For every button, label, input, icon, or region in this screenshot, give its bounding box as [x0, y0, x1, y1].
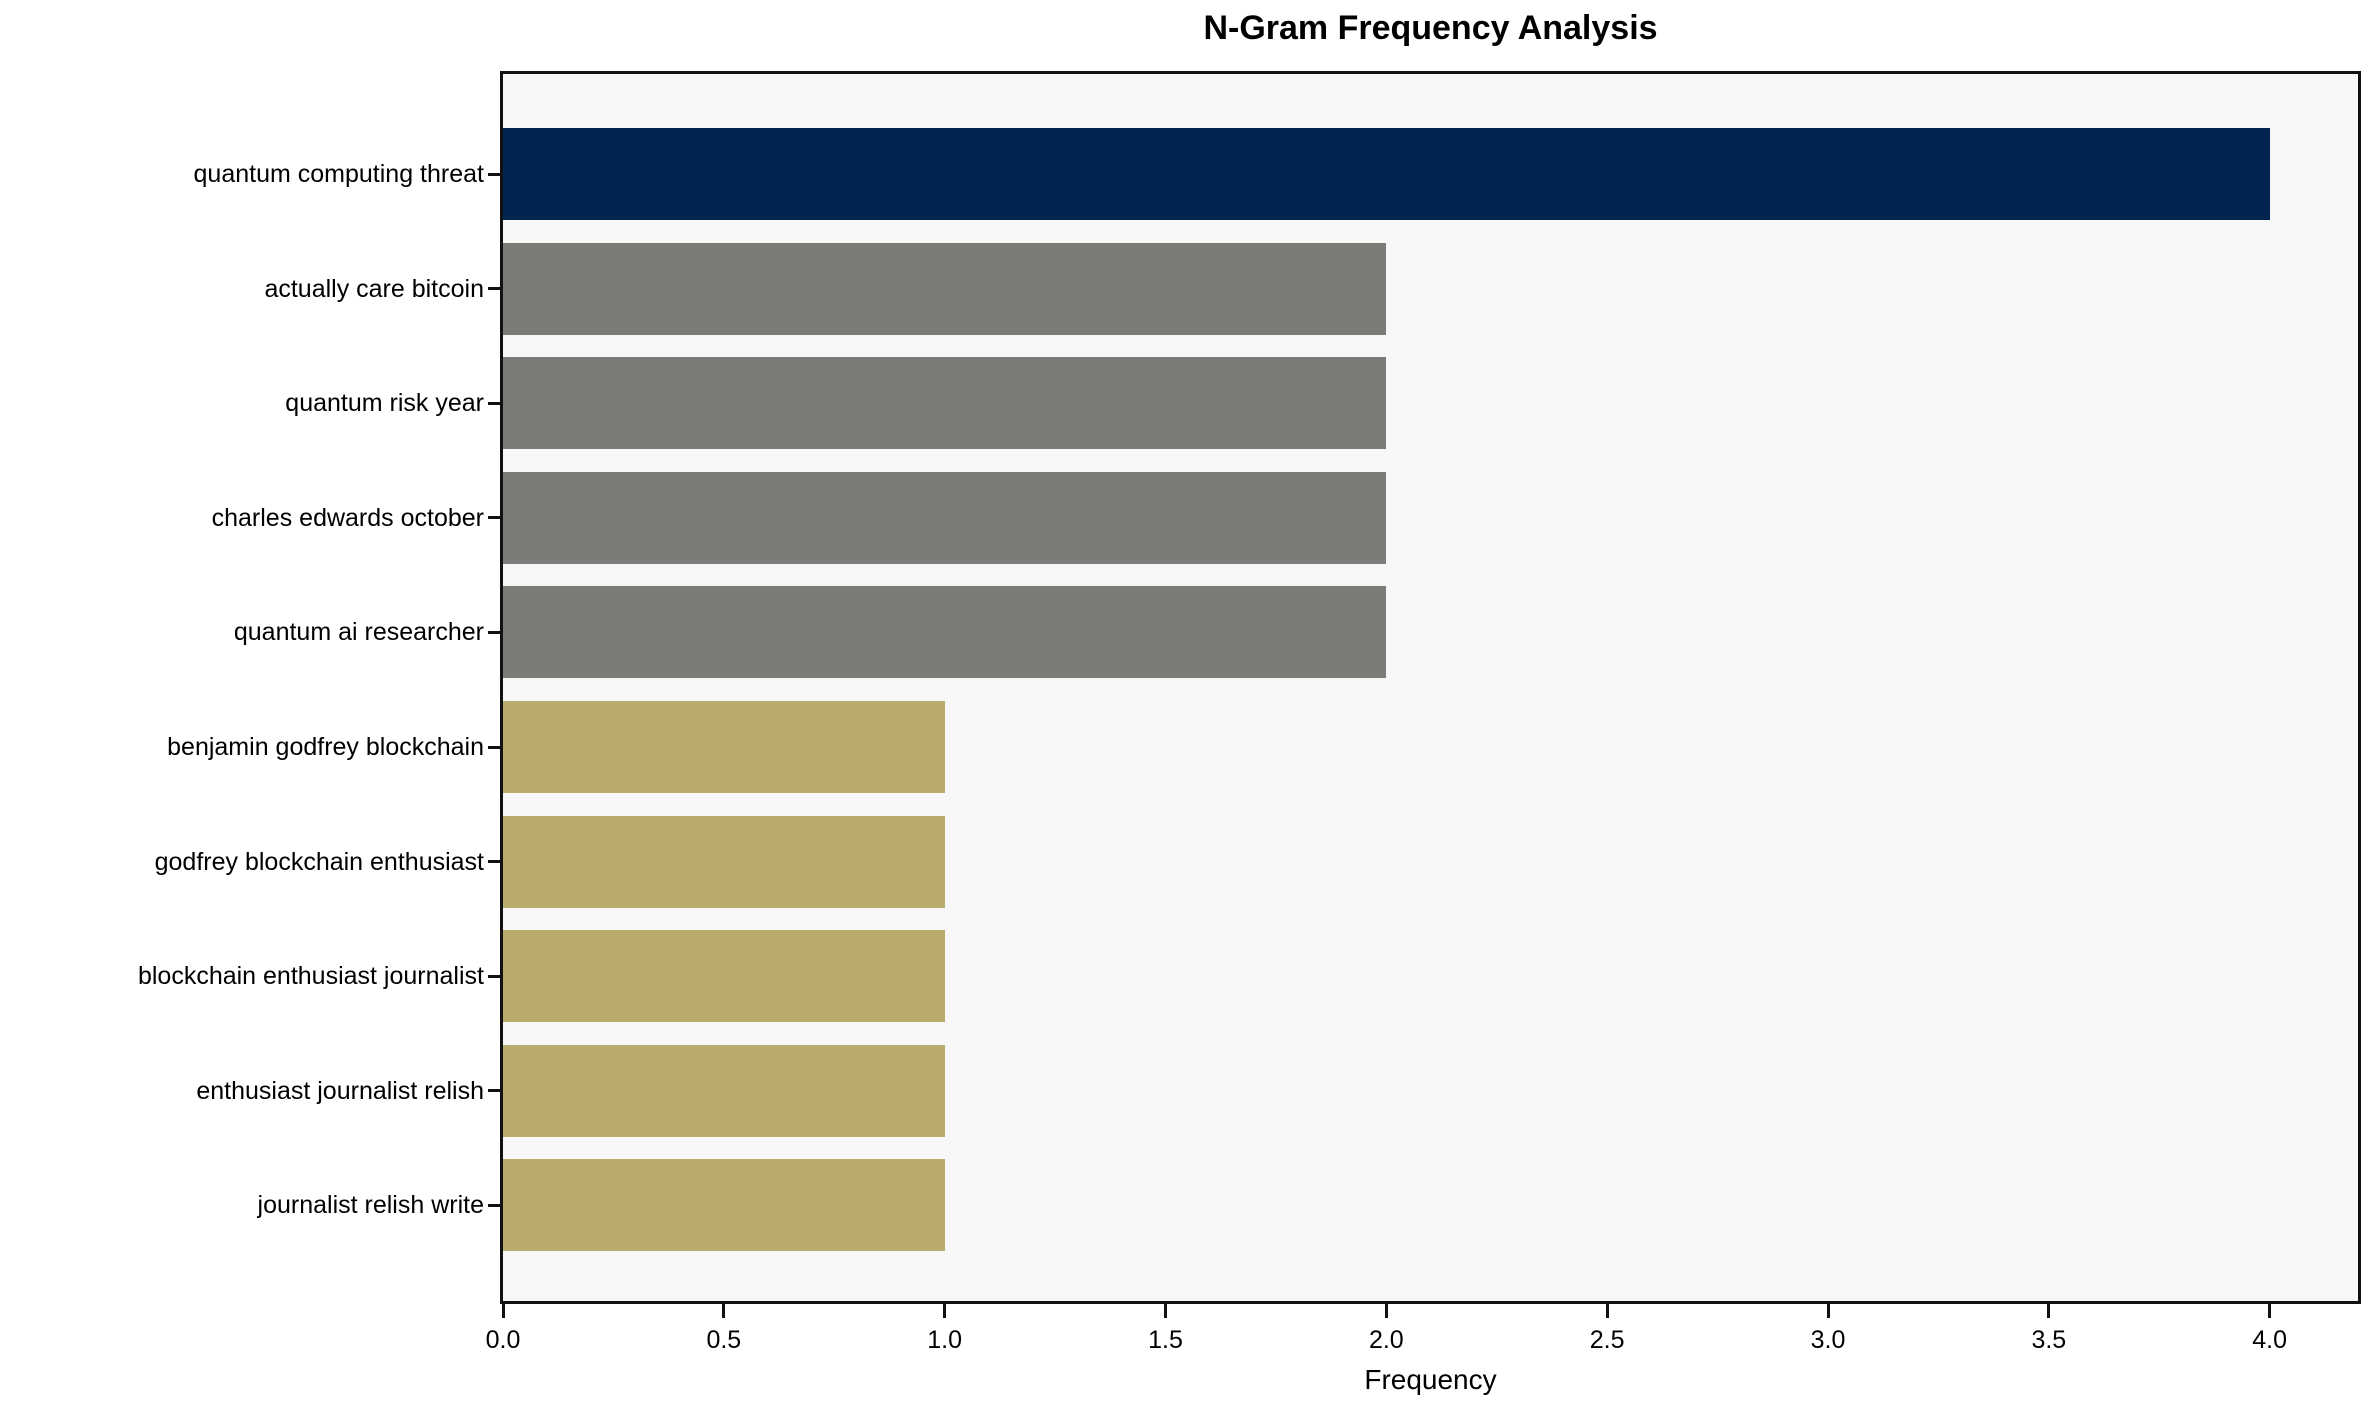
y-tick-mark	[488, 287, 500, 291]
plot-area	[500, 71, 2361, 1304]
x-tick-label: 2.5	[1589, 1326, 1625, 1354]
chart-title: N-Gram Frequency Analysis	[1203, 9, 1658, 47]
x-tick-mark	[1826, 1304, 1830, 1318]
x-tick-mark	[943, 1304, 947, 1318]
y-tick-mark	[488, 516, 500, 520]
bar	[503, 1044, 945, 1137]
bar	[503, 1159, 945, 1252]
bar	[503, 701, 945, 793]
x-tick-label: 3.5	[2031, 1326, 2067, 1354]
y-tick-label: charles edwards october	[211, 503, 484, 532]
y-tick-label: quantum risk year	[285, 389, 484, 418]
y-tick-label: enthusiast journalist relish	[196, 1076, 484, 1105]
y-tick-mark	[488, 1089, 500, 1093]
x-tick-mark	[501, 1304, 505, 1318]
x-tick-label: 3.0	[1810, 1326, 1846, 1354]
y-tick-label: actually care bitcoin	[264, 274, 484, 303]
y-tick-label: benjamin godfrey blockchain	[167, 733, 484, 761]
y-tick-label: blockchain enthusiast journalist	[137, 962, 484, 991]
y-tick-mark	[488, 745, 500, 749]
bar	[503, 128, 2270, 220]
y-tick-mark	[488, 401, 500, 405]
y-tick-label: godfrey blockchain enthusiast	[154, 847, 484, 876]
y-tick-mark	[488, 860, 500, 864]
x-tick-mark	[1164, 1304, 1167, 1318]
y-tick-label: quantum ai researcher	[233, 618, 484, 647]
x-tick-label: 1.0	[927, 1326, 963, 1354]
x-tick-label: 2.0	[1368, 1326, 1404, 1354]
x-tick-label: 0.0	[485, 1326, 521, 1354]
x-tick-mark	[1384, 1304, 1388, 1318]
x-tick-label: 4.0	[2252, 1326, 2288, 1354]
bar	[503, 471, 1386, 564]
bar	[503, 357, 1386, 450]
x-tick-label: 1.5	[1148, 1326, 1183, 1354]
y-tick-mark	[488, 630, 500, 634]
bar	[503, 930, 945, 1023]
x-tick-mark	[2047, 1304, 2051, 1318]
y-tick-mark	[488, 1203, 500, 1207]
y-tick-mark	[488, 974, 500, 978]
bar	[503, 242, 1386, 335]
y-tick-label: journalist relish write	[257, 1191, 484, 1220]
bar	[503, 586, 1386, 679]
y-tick-label: quantum computing threat	[193, 160, 484, 188]
x-tick-mark	[722, 1304, 726, 1318]
x-tick-label: 0.5	[706, 1326, 742, 1354]
y-tick-mark	[488, 172, 500, 176]
bar	[503, 815, 945, 908]
x-axis-title: Frequency	[1364, 1364, 1497, 1395]
x-tick-mark	[2268, 1304, 2272, 1318]
x-tick-mark	[1605, 1304, 1609, 1318]
